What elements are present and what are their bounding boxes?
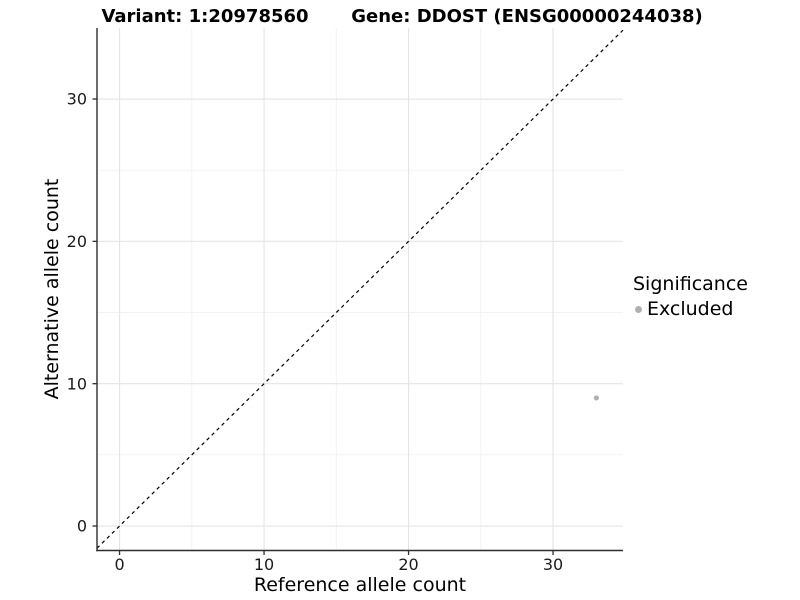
y-tick-label: 30 [67,90,87,109]
excluded-point-icon [635,305,642,313]
x-tick-label: 0 [114,555,124,574]
y-tick-label: 20 [67,232,87,251]
data-point [593,395,600,401]
legend-item-excluded: Excluded [633,298,748,320]
legend-title: Significance [633,273,748,295]
legend: Significance Excluded [633,273,748,320]
y-axis-title: Alternative allele count [41,178,63,400]
legend-item-label: Excluded [647,298,734,320]
y-tick-label: 10 [67,374,87,393]
gene-title: Gene: DDOST (ENSG00000244038) [351,6,703,27]
y-tick-label: 0 [77,517,87,536]
x-tick-label: 10 [254,555,274,574]
variant-title: Variant: 1:20978560 [101,6,309,27]
x-tick-label: 30 [543,555,563,574]
identity-line [96,29,624,549]
x-tick-label: 20 [398,555,418,574]
x-axis-title: Reference allele count [253,574,467,596]
